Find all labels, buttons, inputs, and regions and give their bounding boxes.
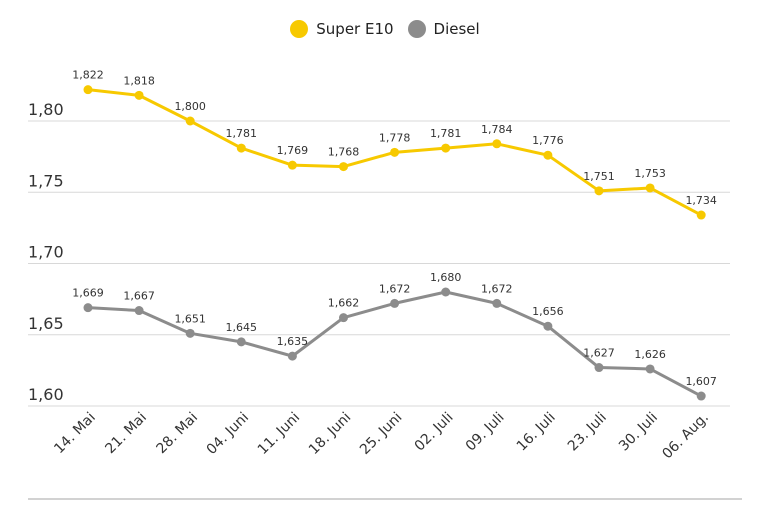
y-tick-label-3: 1,75 xyxy=(28,171,64,190)
x-tick-label-3: 04. Juni xyxy=(204,410,252,458)
data-point-1-9 xyxy=(543,321,553,331)
data-label-1-11: 1,626 xyxy=(634,348,666,361)
data-point-0-2 xyxy=(185,116,195,126)
legend-label-diesel: Diesel xyxy=(433,20,480,38)
data-label-1-1: 1,667 xyxy=(123,290,155,303)
x-tick-label-10: 23. Juli xyxy=(565,410,610,455)
data-point-1-5 xyxy=(339,313,348,323)
data-point-1-11 xyxy=(645,364,655,374)
data-label-0-12: 1,734 xyxy=(685,194,717,207)
data-point-0-5 xyxy=(339,162,348,172)
data-point-1-10 xyxy=(594,363,604,373)
data-point-0-7 xyxy=(441,143,451,153)
legend-item-super-e10[interactable]: Super E10 xyxy=(290,20,394,38)
data-point-0-1 xyxy=(134,90,144,100)
data-label-0-6: 1,778 xyxy=(379,131,411,144)
y-tick-label-1: 1,65 xyxy=(28,314,64,333)
data-point-0-4 xyxy=(287,160,297,170)
x-tick-label-4: 11. Juni xyxy=(255,410,303,458)
data-point-0-3 xyxy=(236,143,246,153)
bottom-divider xyxy=(28,498,742,500)
data-point-1-3 xyxy=(236,337,246,347)
y-tick-label-4: 1,80 xyxy=(28,100,64,119)
data-label-0-9: 1,776 xyxy=(532,134,564,147)
data-label-1-2: 1,651 xyxy=(174,312,206,325)
data-label-0-8: 1,784 xyxy=(481,123,513,136)
legend-label-super-e10: Super E10 xyxy=(316,20,394,38)
data-point-0-12 xyxy=(696,210,706,220)
data-point-0-11 xyxy=(645,183,655,193)
x-tick-label-7: 02. Juli xyxy=(412,410,457,455)
data-point-1-0 xyxy=(83,303,93,313)
data-label-1-10: 1,627 xyxy=(583,347,615,360)
chart-legend: Super E10 Diesel xyxy=(0,20,770,38)
legend-item-diesel[interactable]: Diesel xyxy=(407,20,480,38)
data-point-0-10 xyxy=(594,186,604,196)
legend-swatch-diesel xyxy=(407,20,426,38)
data-label-0-10: 1,751 xyxy=(583,170,615,183)
data-label-0-1: 1,818 xyxy=(123,74,155,87)
data-point-0-6 xyxy=(390,147,400,157)
data-label-1-9: 1,656 xyxy=(532,305,564,318)
data-label-0-7: 1,781 xyxy=(430,127,462,140)
data-label-0-4: 1,769 xyxy=(277,144,309,157)
y-tick-label-2: 1,70 xyxy=(28,243,64,262)
x-tick-label-11: 30. Juli xyxy=(616,410,661,455)
y-tick-label-0: 1,60 xyxy=(28,385,64,404)
data-label-0-11: 1,753 xyxy=(634,167,666,180)
x-tick-label-6: 25. Juni xyxy=(357,410,405,458)
x-tick-label-1: 21. Mai xyxy=(102,410,150,458)
data-point-0-8 xyxy=(492,139,502,149)
legend-swatch-super-e10 xyxy=(290,20,309,38)
data-point-0-9 xyxy=(543,150,553,160)
data-label-0-3: 1,781 xyxy=(226,127,258,140)
x-tick-label-12: 06. Aug. xyxy=(659,410,712,463)
data-label-1-4: 1,635 xyxy=(277,335,309,348)
x-tick-label-8: 09. Juli xyxy=(463,410,508,455)
x-tick-label-5: 18. Juni xyxy=(306,410,354,458)
x-tick-label-2: 28. Mai xyxy=(153,410,201,458)
data-label-1-8: 1,672 xyxy=(481,282,513,295)
data-label-0-5: 1,768 xyxy=(328,146,360,159)
data-label-1-5: 1,662 xyxy=(328,297,360,310)
data-label-1-7: 1,680 xyxy=(430,271,462,284)
data-point-1-7 xyxy=(441,287,451,297)
data-point-1-12 xyxy=(696,391,706,401)
data-label-0-0: 1,822 xyxy=(72,69,104,82)
data-point-1-2 xyxy=(185,328,195,338)
data-point-1-1 xyxy=(134,306,144,316)
data-point-1-4 xyxy=(287,351,297,361)
data-label-1-12: 1,607 xyxy=(685,375,717,388)
data-label-1-3: 1,645 xyxy=(226,321,258,334)
x-tick-label-9: 16. Juli xyxy=(514,410,559,455)
data-label-1-0: 1,669 xyxy=(72,287,104,300)
data-label-1-6: 1,672 xyxy=(379,282,411,295)
data-point-1-6 xyxy=(390,298,400,308)
x-tick-label-0: 14. Mai xyxy=(51,410,99,458)
data-point-0-0 xyxy=(83,85,93,95)
data-point-1-8 xyxy=(492,298,502,308)
data-label-0-2: 1,800 xyxy=(174,100,206,113)
